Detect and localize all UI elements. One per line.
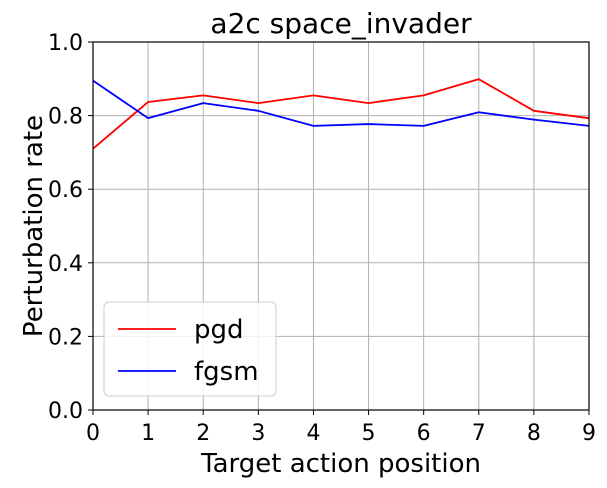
- x-tick-label: 3: [251, 421, 265, 446]
- legend-label-pgd: pgd: [194, 315, 244, 345]
- legend-label-fgsm: fgsm: [194, 357, 259, 387]
- x-tick-label: 1: [141, 421, 155, 446]
- y-tick-label: 0.0: [48, 399, 83, 424]
- plot-frame: [92, 41, 590, 411]
- x-tick-label: 5: [362, 421, 376, 446]
- x-tick-label: 2: [196, 421, 210, 446]
- y-tick-label: 0.8: [48, 105, 83, 130]
- series-line-fgsm: [92, 79, 590, 127]
- y-tick-label: 1.0: [48, 31, 83, 56]
- y-tick-label: 0.2: [48, 325, 83, 350]
- legend: pgd fgsm: [103, 301, 277, 397]
- x-tick-label: 6: [417, 421, 431, 446]
- legend-box: [103, 301, 277, 397]
- x-axis-ticks: 0 1 2 3 4 5 6 7 8 9: [86, 410, 596, 446]
- y-tick-label: 0.4: [48, 252, 83, 277]
- x-tick-label: 0: [86, 421, 100, 446]
- y-axis-label: Perturbation rate: [19, 115, 49, 337]
- series-line-pgd: [92, 78, 590, 150]
- x-tick-label: 4: [306, 421, 320, 446]
- x-tick-label: 9: [582, 421, 596, 446]
- x-axis-label: Target action position: [200, 449, 481, 479]
- y-axis-ticks: 0.0 0.2 0.4 0.6 0.8 1.0: [48, 31, 93, 424]
- chart-title: a2c space_invader: [210, 7, 472, 40]
- series-lines: [92, 78, 590, 150]
- x-tick-label: 7: [472, 421, 486, 446]
- y-tick-label: 0.6: [48, 178, 83, 203]
- x-tick-label: 8: [527, 421, 541, 446]
